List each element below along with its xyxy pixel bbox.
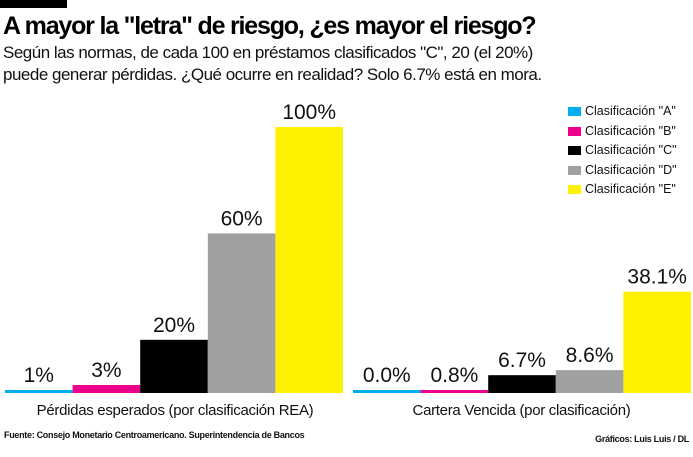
legend-label: Clasificación "C" — [585, 143, 677, 157]
legend-item: Clasificación "B" — [568, 124, 676, 138]
data-label: 0.0% — [363, 364, 411, 387]
group-label-1: Pérdidas esperados (por clasificación RE… — [36, 402, 314, 419]
header-rule — [0, 0, 67, 8]
data-label: 0.8% — [430, 364, 478, 387]
bar-2-4 — [555, 370, 624, 393]
data-label: 60% — [221, 207, 263, 230]
data-label: 38.1% — [627, 266, 687, 289]
legend-item: Clasificación "D" — [568, 163, 677, 177]
legend-item: Clasificación "C" — [568, 143, 677, 157]
chart-title: A mayor la "letra" de riesgo, ¿es mayor … — [3, 12, 537, 40]
legend-label: Clasificación "A" — [585, 104, 676, 118]
bar-1-2 — [72, 385, 141, 393]
bar-2-2 — [420, 390, 489, 393]
data-label: 8.6% — [566, 344, 614, 367]
legend-swatch — [568, 185, 581, 195]
bar-1-1 — [5, 390, 73, 393]
legend-item: Clasificación "E" — [568, 182, 676, 196]
group-label-2: Cartera Vencida (por clasificación) — [412, 402, 631, 419]
subtitle-line-2: puede generar pérdidas. ¿Qué ocurre en r… — [3, 65, 542, 84]
subtitle-line-1: Según las normas, de cada 100 en préstam… — [3, 43, 533, 62]
legend-swatch — [568, 165, 581, 175]
legend-item: Clasificación "A" — [568, 104, 676, 118]
data-label: 3% — [91, 359, 121, 382]
legend-label: Clasificación "E" — [585, 182, 676, 196]
bar-2-3 — [488, 375, 556, 393]
legend-swatch — [568, 126, 581, 136]
data-label: 20% — [153, 314, 195, 337]
legend-label: Clasificación "B" — [585, 123, 676, 138]
bar-1-5 — [275, 127, 343, 393]
legend-label: Clasificación "D" — [585, 162, 677, 177]
source-note: Fuente: Consejo Monetario Centroamerican… — [4, 430, 305, 440]
bar-2-5 — [623, 291, 691, 393]
bar-2-1 — [353, 390, 421, 393]
credit-note: Gráficos: Luis Luis / DL — [595, 434, 689, 444]
data-label: 100% — [282, 101, 336, 124]
legend-swatch — [568, 107, 581, 117]
bar-1-3 — [140, 339, 208, 393]
data-label: 1% — [24, 364, 54, 387]
legend-swatch — [568, 146, 581, 156]
data-label: 6.7% — [498, 349, 546, 372]
bar-1-4 — [207, 233, 276, 393]
